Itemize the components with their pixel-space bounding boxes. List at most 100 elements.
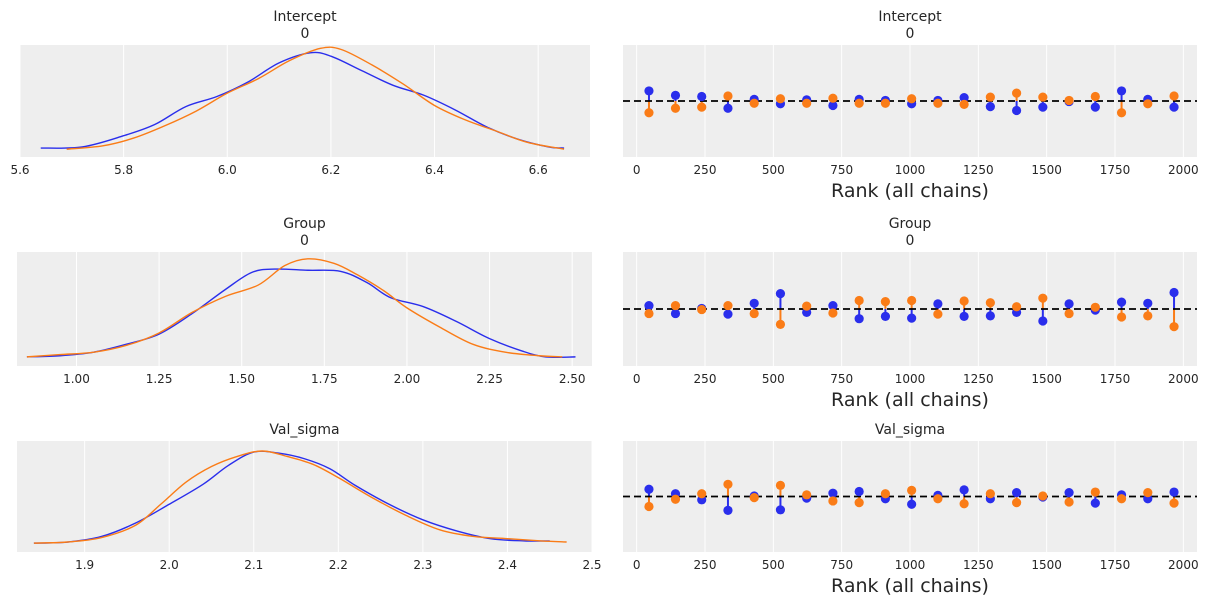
rank-point-series-1	[749, 98, 759, 108]
rank-point-series-1	[802, 490, 812, 500]
rank-point-series-1	[828, 496, 838, 506]
x-tick-label: 6.2	[321, 163, 340, 177]
rank-point-series-1	[1116, 108, 1127, 118]
rank-point-series-1	[907, 94, 917, 104]
rank-point-series-1	[985, 92, 995, 102]
x-tick-label: 2.5	[582, 558, 601, 572]
rank-point-series-1	[1012, 302, 1022, 312]
rank-point-series-0	[644, 86, 654, 96]
rank-point-series-0	[1012, 105, 1022, 116]
panel-title: Group	[889, 216, 932, 232]
x-tick-label: 0	[633, 163, 641, 177]
x-tick-label: 1250	[963, 372, 994, 386]
rank-point-series-0	[670, 90, 681, 100]
rank-point-series-1	[697, 489, 707, 499]
rank-point-series-0	[723, 505, 733, 515]
rank-point-series-1	[1090, 91, 1100, 102]
rank-point-series-0	[1012, 488, 1022, 498]
rank-point-series-1	[697, 304, 707, 315]
rank-point-series-0	[723, 103, 733, 113]
x-tick-label: 1000	[895, 372, 926, 386]
x-tick-label: 1750	[1100, 372, 1131, 386]
rank-point-series-0	[1116, 297, 1127, 307]
rank-point-series-1	[854, 498, 864, 508]
rank-point-series-1	[775, 480, 786, 490]
rank-point-series-0	[1090, 498, 1100, 508]
x-tick-label: 6.0	[218, 163, 237, 177]
x-tick-label: 6.6	[529, 163, 548, 177]
rank-point-series-1	[723, 300, 733, 311]
rank-point-series-0	[749, 298, 759, 308]
density-line-series-1	[33, 450, 567, 544]
rank-point-series-1	[644, 108, 654, 118]
rank-point-series-0	[854, 486, 864, 497]
rank-point-series-0	[1143, 298, 1153, 308]
x-axis-label: Rank (all chains)	[831, 389, 989, 411]
x-tick-label: 2000	[1168, 558, 1199, 572]
x-tick-label: 6.4	[425, 163, 444, 177]
x-tick-label: 0	[633, 558, 641, 572]
rank-point-series-0	[907, 499, 917, 509]
plot-background	[17, 252, 592, 366]
rank-point-series-1	[1038, 293, 1048, 303]
rank-point-series-0	[828, 488, 838, 498]
rank-point-series-0	[959, 311, 969, 322]
rank-point-series-0	[907, 313, 917, 323]
rank-point-series-1	[828, 93, 838, 103]
rank-point-series-1	[670, 103, 681, 113]
rank-point-series-0	[644, 484, 654, 494]
rank-point-series-0	[985, 311, 995, 321]
x-axis-label: Rank (all chains)	[831, 575, 989, 597]
rank-point-series-1	[880, 489, 891, 499]
rank-point-series-0	[1169, 487, 1179, 497]
x-tick-label: 2.25	[476, 372, 503, 386]
rank-point-series-1	[775, 319, 786, 329]
rank-point-series-0	[775, 289, 786, 299]
rank-point-series-0	[1169, 102, 1179, 112]
x-tick-label: 1750	[1100, 163, 1131, 177]
rank-point-series-1	[1143, 488, 1153, 498]
x-tick-label: 2.0	[160, 558, 179, 572]
rank-point-series-1	[1169, 322, 1179, 332]
rank-point-series-1	[880, 296, 891, 307]
rank-point-series-0	[775, 505, 786, 515]
rank-point-series-0	[670, 308, 681, 319]
rank-point-series-1	[933, 98, 943, 108]
rank-point-series-1	[670, 494, 681, 504]
x-tick-label: 750	[830, 558, 853, 572]
x-tick-label: 1000	[895, 163, 926, 177]
rank-point-series-1	[1116, 494, 1127, 504]
rank-point-series-0	[697, 91, 707, 102]
x-tick-label: 1000	[895, 558, 926, 572]
rank-point-series-0	[644, 300, 654, 311]
panel-title: Val_sigma	[269, 422, 339, 438]
rank-point-series-1	[749, 308, 759, 319]
x-tick-label: 5.8	[114, 163, 133, 177]
panel-subtitle: 0	[300, 233, 309, 249]
rank-point-series-1	[907, 295, 917, 306]
rank-point-series-0	[1116, 86, 1127, 96]
rank-point-series-1	[1064, 95, 1074, 106]
chart-panel-3: 0 250 500 750 1000 1250 1500 1750 2000Group0Rank…	[623, 216, 1199, 411]
x-tick-label: 2000	[1168, 163, 1199, 177]
rank-point-series-1	[1090, 302, 1100, 312]
rank-point-series-0	[828, 300, 838, 311]
x-tick-label: 1.25	[146, 372, 173, 386]
x-tick-label: 1.50	[228, 372, 255, 386]
rank-point-series-0	[959, 93, 969, 103]
rank-point-series-1	[723, 479, 733, 489]
chart-panel-1: 0 250 500 750 1000 1250 1500 1750 2000Intercept0…	[623, 9, 1199, 202]
rank-point-series-0	[880, 311, 891, 322]
rank-point-series-0	[1038, 316, 1048, 326]
rank-point-series-0	[1038, 102, 1048, 112]
x-tick-label: 1500	[1031, 163, 1062, 177]
density-line-series-0	[26, 268, 576, 358]
rank-point-series-1	[670, 300, 681, 311]
rank-point-series-1	[1038, 491, 1048, 501]
panel-subtitle: 0	[906, 26, 915, 42]
x-tick-label: 750	[830, 163, 853, 177]
rank-point-series-1	[985, 489, 995, 499]
rank-point-series-1	[1090, 487, 1100, 497]
